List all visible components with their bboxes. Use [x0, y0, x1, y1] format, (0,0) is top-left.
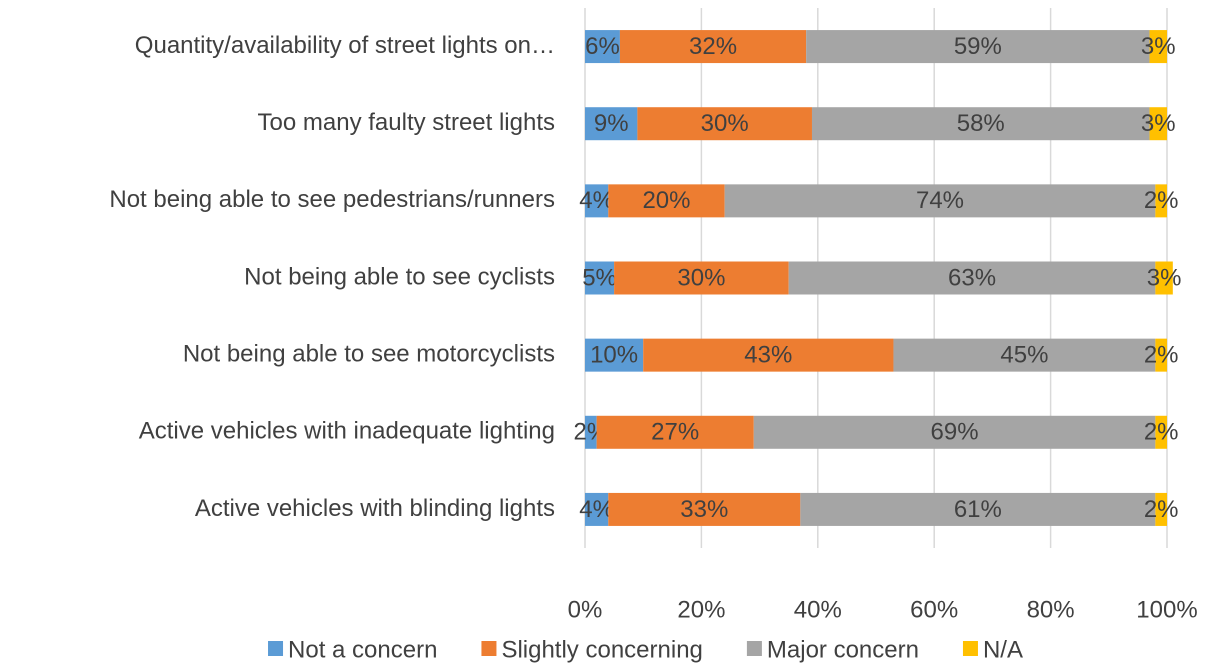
bar-segment	[585, 492, 609, 526]
bar-segment	[1155, 492, 1167, 526]
y-tick-label: Too many faulty street lights	[258, 109, 555, 136]
data-label: 4%	[579, 496, 614, 523]
y-tick-label: Not being able to see pedestrians/runner…	[109, 186, 555, 213]
bar-segment	[806, 30, 1150, 64]
x-tick-label: 0%	[568, 596, 603, 623]
bar-segment	[596, 415, 754, 449]
bar-segment	[585, 338, 644, 372]
data-label: 3%	[1141, 110, 1176, 137]
y-tick-label: Quantity/availability of street lights o…	[135, 32, 555, 59]
data-label: 2%	[1144, 341, 1179, 368]
bar-segment	[608, 184, 725, 218]
data-label: 59%	[954, 33, 1002, 60]
data-label: 30%	[677, 264, 725, 291]
y-tick-label: Active vehicles with blinding lights	[195, 495, 555, 522]
legend-swatch	[962, 641, 978, 656]
data-label: 10%	[590, 341, 638, 368]
data-label: 61%	[954, 496, 1002, 523]
x-tick-label: 60%	[910, 596, 958, 623]
bar-segment	[1155, 261, 1173, 295]
y-tick-label: Not being able to see motorcyclists	[183, 340, 555, 367]
legend-swatch	[268, 641, 284, 656]
data-label: 63%	[948, 264, 996, 291]
bar-segment	[614, 261, 789, 295]
data-label: 43%	[744, 341, 792, 368]
bar-segment	[585, 107, 638, 141]
legend-label: Major concern	[767, 636, 919, 663]
x-tick-label: 20%	[677, 596, 725, 623]
bar-segment	[585, 415, 597, 449]
bar-segment	[788, 261, 1156, 295]
bar-segment	[811, 107, 1150, 141]
legend-label: Not a concern	[288, 636, 437, 663]
bar-segment	[1155, 415, 1167, 449]
data-label: 4%	[579, 187, 614, 214]
data-label: 69%	[931, 419, 979, 446]
data-label: 33%	[680, 496, 728, 523]
data-label: 2%	[1144, 187, 1179, 214]
x-tick-label: 100%	[1136, 596, 1197, 623]
legend-swatch	[746, 641, 762, 656]
bar-segment	[724, 184, 1156, 218]
data-label: 3%	[1141, 33, 1176, 60]
bar-segment	[608, 492, 801, 526]
data-label: 45%	[1000, 341, 1048, 368]
data-label: 2%	[1144, 496, 1179, 523]
y-tick-label: Active vehicles with inadequate lighting	[139, 418, 555, 445]
x-tick-label: 40%	[794, 596, 842, 623]
y-tick-label: Not being able to see cyclists	[244, 263, 555, 290]
data-label: 30%	[701, 110, 749, 137]
bar-segment	[1149, 107, 1167, 141]
bar-segment	[1155, 184, 1167, 218]
bar-segment	[643, 338, 894, 372]
bar-segment	[619, 30, 807, 64]
bar-segment	[1149, 30, 1167, 64]
bar-segment	[637, 107, 812, 141]
data-label: 27%	[651, 419, 699, 446]
bar-segment	[753, 415, 1156, 449]
data-label: 58%	[957, 110, 1005, 137]
data-label: 9%	[594, 110, 629, 137]
data-label: 32%	[689, 33, 737, 60]
x-tick-label: 80%	[1027, 596, 1075, 623]
data-label: 6%	[585, 33, 620, 60]
legend-label: N/A	[983, 636, 1023, 663]
bar-segment	[800, 492, 1156, 526]
legend-label: Slightly concerning	[501, 636, 702, 663]
data-label: 2%	[1144, 419, 1179, 446]
bar-segment	[893, 338, 1156, 372]
bar-segment	[585, 184, 609, 218]
data-label: 20%	[642, 187, 690, 214]
data-label: 5%	[582, 264, 617, 291]
bar-segment	[585, 30, 620, 64]
data-label: 74%	[916, 187, 964, 214]
legend-swatch	[481, 641, 497, 656]
bar-segment	[1155, 338, 1167, 372]
data-label: 3%	[1147, 264, 1182, 291]
bar-segment	[585, 261, 615, 295]
